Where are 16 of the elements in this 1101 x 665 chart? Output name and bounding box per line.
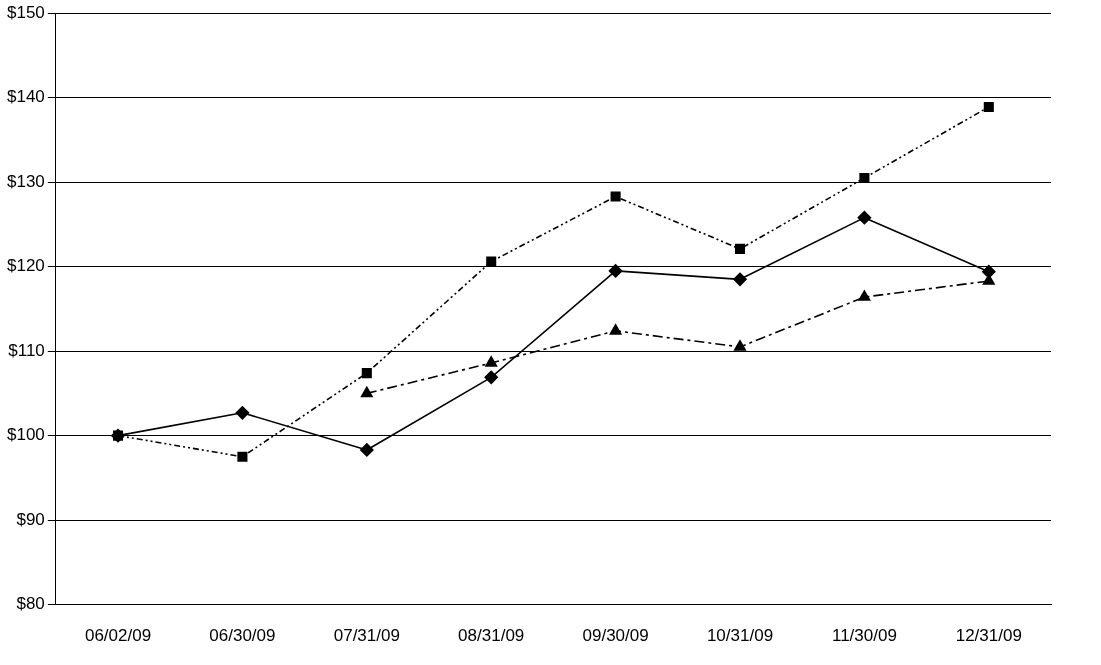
x-tick-label: 06/02/09 [84,626,152,646]
x-tick-label: 07/31/09 [333,626,400,646]
y-tick-label: $140 [6,87,45,107]
x-tick-label: 06/30/09 [209,626,276,646]
y-tick-label: $130 [6,171,45,191]
x-tick-label: 09/30/09 [582,626,649,646]
y-tick-label: $90 [16,509,45,529]
x-tick-label: 11/30/09 [831,626,897,646]
y-tick-label: $120 [6,256,45,276]
x-tick-label: 12/31/09 [955,626,1022,646]
y-tick-label: $150 [6,2,45,22]
y-tick-label: $100 [6,425,45,445]
x-tick-label: 10/31/09 [706,626,774,646]
y-tick-label: $80 [16,594,45,614]
y-tick-label: $110 [8,340,45,360]
x-tick-label: 08/31/09 [458,626,525,646]
